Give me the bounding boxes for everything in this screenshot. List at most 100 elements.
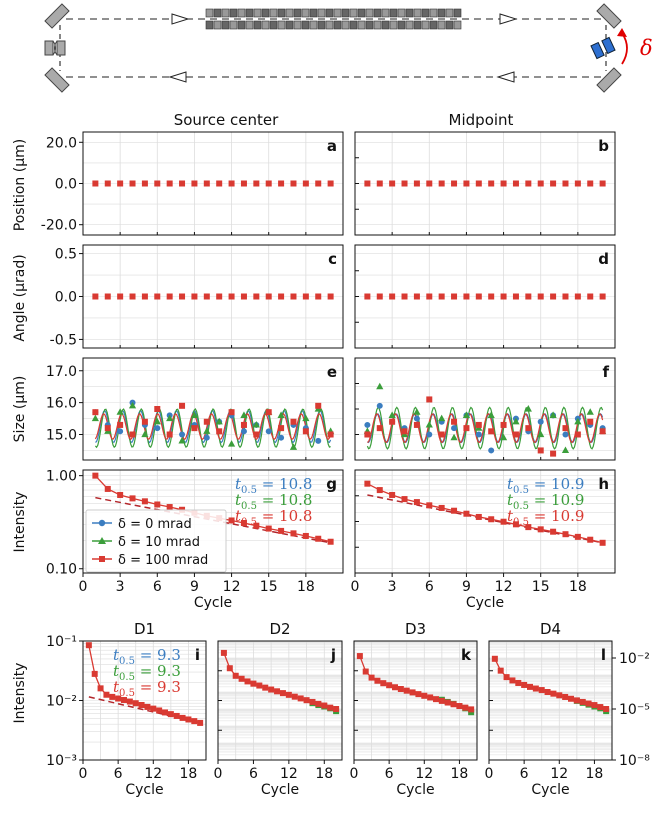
undulator-block xyxy=(237,20,246,30)
undulator-block xyxy=(381,8,390,18)
fit-curve-red xyxy=(94,412,332,441)
undulator-block xyxy=(437,20,446,30)
data-point-red xyxy=(462,704,469,711)
ytick-label-right: 10⁻⁵ xyxy=(619,702,650,718)
xlabel: Cycle xyxy=(125,782,163,798)
data-point-red xyxy=(488,428,495,435)
undulator-block xyxy=(357,8,366,18)
data-point-red xyxy=(197,719,204,726)
data-point-red xyxy=(376,180,383,187)
undulator-block xyxy=(293,20,302,30)
data-point-red xyxy=(537,447,544,454)
annotation-symbol: t xyxy=(507,475,514,493)
xtick-label: 18 xyxy=(315,766,333,782)
data-point-green xyxy=(524,405,532,412)
annotation-value: = 9.3 xyxy=(135,678,181,696)
annotation-value: = 10.8 xyxy=(257,491,313,509)
data-point-red xyxy=(599,293,606,300)
data-point-red xyxy=(413,180,420,187)
data-point-red xyxy=(315,700,322,707)
data-point-red xyxy=(244,678,251,685)
annotation-subscript: 0.5 xyxy=(119,672,135,683)
undulator-block xyxy=(245,20,254,30)
xtick-label: 12 xyxy=(144,766,162,782)
undulator-block xyxy=(413,8,422,18)
data-point-red xyxy=(537,180,544,187)
data-point-red xyxy=(376,293,383,300)
data-point-red xyxy=(173,712,180,719)
xtick-label: 0 xyxy=(79,579,88,595)
data-point-red xyxy=(599,180,606,187)
data-point-red xyxy=(574,431,581,438)
data-point-red xyxy=(265,409,272,416)
arrow-right-icon xyxy=(499,13,518,25)
data-point-red xyxy=(238,675,245,682)
data-point-red xyxy=(232,672,239,679)
data-point-blue xyxy=(376,402,383,409)
data-point-red xyxy=(309,698,316,705)
undulator-block xyxy=(229,20,238,30)
data-point-red xyxy=(532,685,539,692)
xtick-label: 12 xyxy=(550,766,568,782)
ytick-label: 20.0 xyxy=(46,135,77,151)
annotation-symbol: t xyxy=(235,507,242,525)
data-point-red xyxy=(141,293,148,300)
data-point-red xyxy=(444,699,451,706)
data-point-red xyxy=(179,293,186,300)
data-point-red xyxy=(475,513,482,520)
undulator-block xyxy=(317,8,326,18)
data-point-red xyxy=(104,180,111,187)
xlabel: Cycle xyxy=(261,782,299,798)
data-point-red xyxy=(253,180,260,187)
data-point-red xyxy=(389,180,396,187)
data-point-red xyxy=(278,180,285,187)
data-point-red xyxy=(179,180,186,187)
data-point-red xyxy=(527,683,533,690)
data-point-green xyxy=(574,417,582,425)
data-point-red xyxy=(166,431,173,438)
panel-label: a xyxy=(327,137,337,155)
undulator-block xyxy=(309,20,318,30)
data-point-blue xyxy=(278,434,285,441)
data-point-red xyxy=(413,421,420,428)
data-point-red xyxy=(216,293,223,300)
ytick-label: 10⁻¹ xyxy=(46,634,77,650)
data-point-red xyxy=(154,406,161,412)
data-point-red xyxy=(265,293,272,300)
xtick-label: 15 xyxy=(532,579,550,595)
rotation-arrow-icon xyxy=(621,32,628,65)
data-point-red xyxy=(117,180,124,187)
data-point-red xyxy=(262,684,269,691)
undulator-block xyxy=(205,20,214,30)
data-point-red xyxy=(85,642,92,649)
data-point-green xyxy=(450,433,458,441)
data-point-red xyxy=(525,293,532,300)
data-point-red xyxy=(509,677,516,684)
data-point-red xyxy=(544,689,551,695)
rotated-lens-icon xyxy=(590,36,616,60)
xtick-label: 12 xyxy=(280,766,298,782)
data-point-red xyxy=(426,180,433,187)
panel-label: e xyxy=(327,363,337,381)
data-point-red xyxy=(562,693,569,700)
data-point-red xyxy=(409,689,416,696)
fit-curve-red xyxy=(367,412,604,444)
data-point-red xyxy=(191,180,198,187)
annotation-subscript: 0.5 xyxy=(119,688,135,699)
data-point-red xyxy=(599,428,606,435)
data-point-green xyxy=(240,411,248,418)
data-point-red xyxy=(166,293,173,300)
data-point-red xyxy=(364,293,371,300)
lens-icon xyxy=(44,40,66,56)
panel-f: f xyxy=(354,357,616,461)
undulator-block xyxy=(237,8,246,18)
data-point-red xyxy=(162,709,168,716)
data-point-red xyxy=(240,519,247,526)
annotation-symbol: t xyxy=(507,507,514,525)
data-point-red xyxy=(250,680,257,687)
data-point-red xyxy=(291,693,298,700)
xlabel: Cycle xyxy=(396,782,434,798)
data-point-red xyxy=(550,293,557,300)
data-point-red xyxy=(415,691,422,698)
